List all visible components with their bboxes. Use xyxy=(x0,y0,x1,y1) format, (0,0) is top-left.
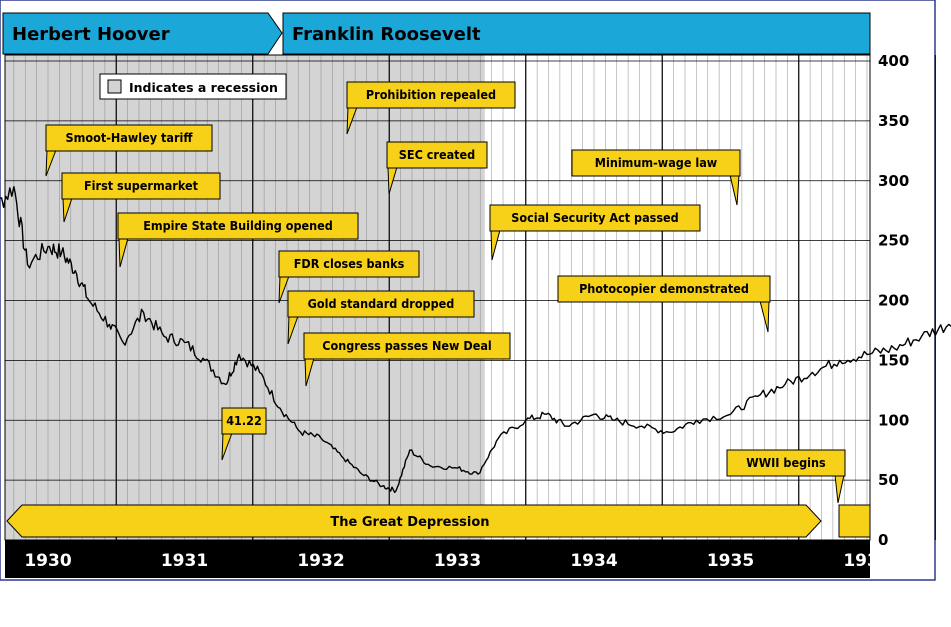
annotation-callout: Gold standard dropped xyxy=(287,290,475,345)
great-depression-label: The Great Depression xyxy=(330,515,489,530)
x-tick-label: 1931 xyxy=(161,551,208,571)
annotation-box xyxy=(287,290,475,318)
x-tick-label: 1932 xyxy=(297,551,344,571)
x-tick-label: 1934 xyxy=(570,551,617,571)
annotation-callout: Photocopier demonstrated xyxy=(557,275,771,333)
annotation-callout: Empire State Building opened xyxy=(117,212,359,268)
annotation-box xyxy=(557,275,771,303)
annotation-box xyxy=(303,332,511,360)
y-tick-label: 200 xyxy=(878,292,909,310)
annotation-label: Prohibition repealed xyxy=(366,87,496,102)
annotation-label: 41.22 xyxy=(226,413,262,428)
annotation-label: Gold standard dropped xyxy=(308,296,455,311)
annotation-callout: Prohibition repealed xyxy=(346,81,516,135)
annotation-label: FDR closes banks xyxy=(294,256,405,271)
y-tick-label: 300 xyxy=(878,172,909,190)
x-tick-label: 1935 xyxy=(707,551,754,571)
great-depression-arrow xyxy=(6,504,822,538)
annotation-box xyxy=(61,172,221,200)
y-axis-ticks: 0 50 100 150 200 250 300 350 400 xyxy=(878,52,909,549)
annotation-label: Smoot-Hawley tariff xyxy=(66,130,194,145)
y-tick-label: 250 xyxy=(878,232,909,250)
annotation-callout: First supermarket xyxy=(61,172,221,223)
legend: Indicates a recession xyxy=(99,73,287,100)
annotation-callout: Congress passes New Deal xyxy=(303,332,511,387)
legend-label: Indicates a recession xyxy=(129,80,278,95)
annotation-label: SEC created xyxy=(399,147,475,162)
annotation-label: WWII begins xyxy=(746,455,826,470)
hoover-label: Herbert Hoover xyxy=(12,24,170,45)
annotation-callout: Minimum-wage law xyxy=(571,149,741,206)
roosevelt-label: Franklin Roosevelt xyxy=(292,24,481,45)
annotation-box xyxy=(278,250,420,278)
annotation-label: Empire State Building opened xyxy=(143,218,333,233)
y-tick-label: 0 xyxy=(878,531,888,549)
annotation-label: First supermarket xyxy=(84,178,199,193)
annotation-label: Congress passes New Deal xyxy=(322,338,492,353)
wwii-bar xyxy=(838,504,871,538)
x-tick-label: 1936 xyxy=(843,551,890,571)
annotation-box xyxy=(221,407,267,435)
y-tick-label: 350 xyxy=(878,112,909,130)
annotation-label: Minimum-wage law xyxy=(595,155,717,170)
y-tick-label: 150 xyxy=(878,351,909,369)
annotation-callout: 41.22 xyxy=(221,407,267,461)
annotation-box xyxy=(386,141,488,169)
annotation-callout: Smoot-Hawley tariff xyxy=(45,124,213,177)
annotation-box xyxy=(726,449,846,477)
annotation-callout: WWII begins xyxy=(726,449,846,504)
legend-swatch xyxy=(107,79,122,94)
y-tick-label: 400 xyxy=(878,52,909,70)
annotation-callout: Social Security Act passed xyxy=(489,204,701,261)
dow-line xyxy=(0,186,951,494)
annotation-box xyxy=(45,124,213,152)
annotation-box xyxy=(489,204,701,232)
x-tick-label: 1930 xyxy=(24,551,71,571)
annotation-box xyxy=(346,81,516,109)
x-tick-label: 1933 xyxy=(434,551,481,571)
price-line-group xyxy=(0,186,951,494)
great-depression-era: The Great Depression xyxy=(6,504,871,538)
x-axis-ticks: 1930193119321933193419351936193719381939 xyxy=(24,551,890,571)
annotation-label: Social Security Act passed xyxy=(511,210,678,225)
hoover-banner xyxy=(2,12,283,55)
annotation-label: Photocopier demonstrated xyxy=(579,281,749,296)
annotation-box xyxy=(571,149,741,177)
x-axis-bar xyxy=(5,540,870,578)
annotation-callout: FDR closes banks xyxy=(278,250,420,304)
y-tick-label: 100 xyxy=(878,411,909,429)
annotation-callout: SEC created xyxy=(386,141,488,195)
roosevelt-banner xyxy=(282,12,871,55)
legend-box xyxy=(99,73,287,100)
annotations: Smoot-Hawley tariff First supermarket Empi… xyxy=(45,81,846,504)
y-tick-label: 50 xyxy=(878,471,899,489)
president-banner: Herbert Hoover Franklin Roosevelt xyxy=(2,12,871,55)
annotation-box xyxy=(117,212,359,240)
